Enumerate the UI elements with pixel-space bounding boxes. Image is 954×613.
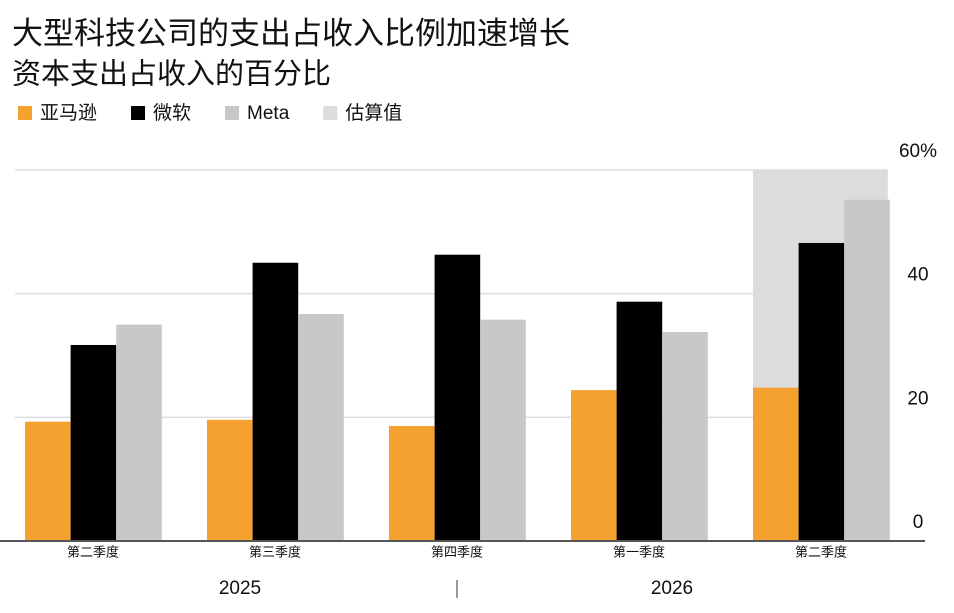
y-tick-label: 60% <box>899 141 937 162</box>
bar <box>252 262 299 541</box>
legend-swatch <box>323 106 338 120</box>
x-group-label: 2025 <box>219 578 261 599</box>
bar <box>662 332 708 541</box>
y-tick-label: 40 <box>907 265 928 286</box>
legend-label: 估算值 <box>345 102 402 124</box>
bar <box>798 242 845 542</box>
legend-label: 亚马逊 <box>40 102 97 124</box>
bar <box>25 421 71 541</box>
x-tick-label: 第二季度 <box>795 544 847 559</box>
bar <box>207 419 253 541</box>
bar <box>434 254 481 541</box>
chart-subtitle: 资本支出占收入的百分比 <box>12 58 331 91</box>
y-tick-label: 20 <box>907 388 928 409</box>
x-group-label: 2026 <box>651 578 693 599</box>
bar <box>70 344 117 541</box>
bar <box>298 314 344 541</box>
bar <box>480 319 526 541</box>
x-tick-label: 第二季度 <box>67 544 119 559</box>
bar <box>389 425 435 541</box>
y-tick-label: 0 <box>913 512 924 533</box>
legend-swatch <box>131 106 146 120</box>
bar <box>116 324 162 541</box>
legend-label: 微软 <box>153 102 191 124</box>
legend-swatch <box>225 106 240 120</box>
bar <box>616 301 663 541</box>
bar <box>844 199 890 541</box>
x-tick-label: 第一季度 <box>613 544 665 559</box>
legend-label: Meta <box>247 103 290 124</box>
x-tick-label: 第三季度 <box>249 544 301 559</box>
chart-title: 大型科技公司的支出占收入比例加速增长 <box>12 16 570 51</box>
bar <box>753 387 799 541</box>
x-tick-label: 第四季度 <box>431 544 483 559</box>
legend-swatch <box>18 106 32 120</box>
bar <box>571 390 617 541</box>
